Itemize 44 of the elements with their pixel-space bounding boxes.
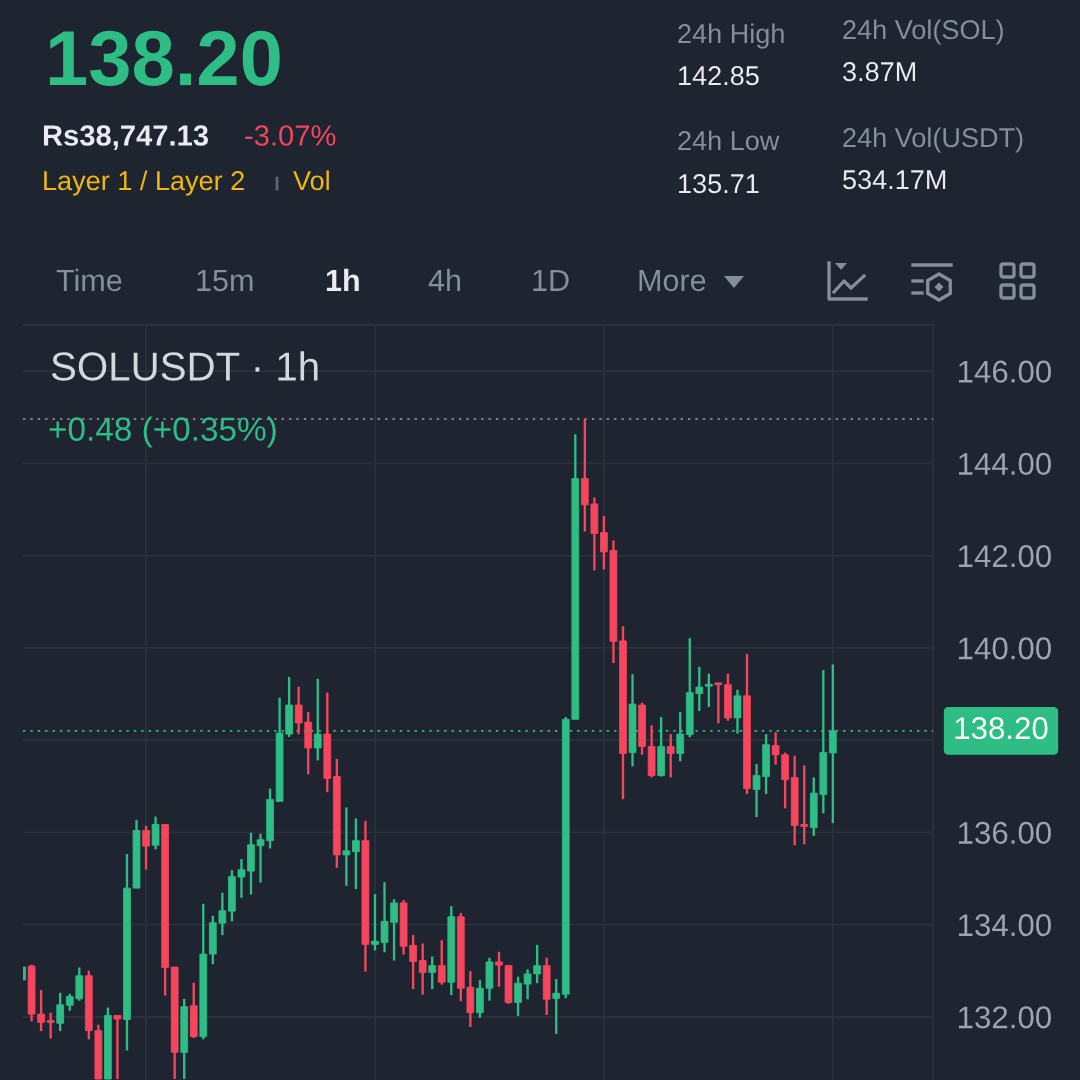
text: More (639, 269, 706, 292)
candlestick (418, 942, 427, 996)
text: SOLUSDT · 1h (51, 351, 318, 381)
candlestick (46, 1011, 55, 1040)
y-tick-label: 144.00 (958, 452, 1051, 475)
candlestick (56, 991, 65, 1033)
text: 142.85 (679, 66, 759, 86)
text: Rs38,747.13 (43, 125, 208, 151)
candlestick (666, 732, 675, 779)
y-tick-label: 132.00 (958, 1006, 1051, 1029)
candlestick (142, 824, 150, 871)
text: Time (56, 268, 122, 292)
text: 534.17M (843, 170, 946, 190)
text: 15m (197, 269, 253, 292)
text: 135.71 (679, 174, 759, 194)
candlestick (342, 806, 351, 888)
candlestick (514, 975, 522, 1018)
candlestick (352, 817, 360, 891)
y-tick-label: 142.00 (958, 545, 1051, 568)
text: 24h Low (678, 130, 780, 151)
candlestick (714, 681, 723, 725)
text: 24h High (678, 23, 784, 49)
text: 1D (533, 269, 569, 291)
text: 4h (428, 268, 460, 291)
candlestick (151, 815, 160, 851)
candlestick (552, 977, 561, 1036)
y-tick-label: 136.00 (958, 821, 1051, 844)
y-tick-label: 134.00 (958, 914, 1051, 937)
candlestick (437, 939, 446, 986)
y-tick-label: 140.00 (958, 637, 1051, 660)
candlestick (113, 1014, 122, 1080)
text: 24h Vol(SOL) (843, 19, 1003, 45)
text: +0.48 (+0.35%) (49, 416, 276, 448)
candlestick (704, 672, 713, 709)
ref-line-label: 138.20 (955, 717, 1048, 740)
text: 24h Vol(USDT) (843, 127, 1023, 153)
text: 138.20 (49, 30, 280, 86)
text: -3.07% (245, 125, 336, 146)
text: 1h (326, 268, 359, 291)
text: Vol (293, 170, 329, 191)
text: 3.87M (843, 62, 916, 82)
text: Layer 1 / Layer 2 (44, 170, 244, 196)
candlestick (428, 955, 437, 991)
y-tick-label: 146.00 (958, 360, 1051, 383)
